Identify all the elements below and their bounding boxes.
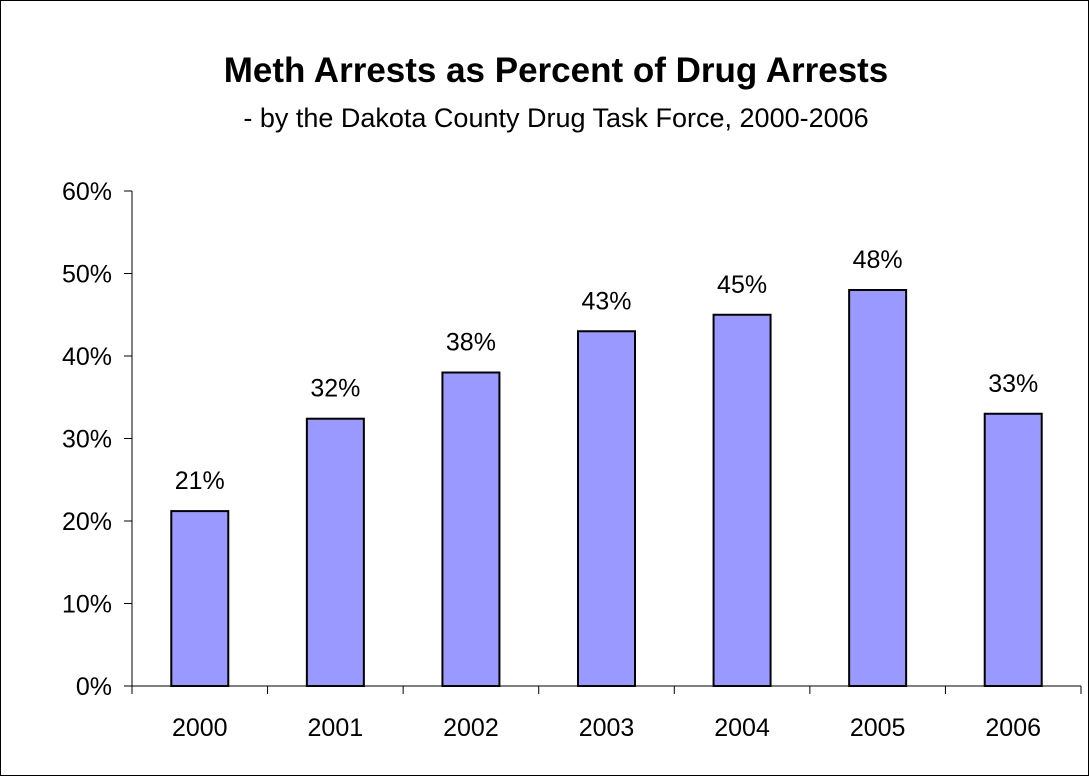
data-label-2005: 48% (853, 246, 903, 274)
y-tick-label: 40% (62, 343, 112, 371)
y-tick-label: 60% (62, 178, 112, 206)
chart-title: Meth Arrests as Percent of Drug Arrests (224, 51, 889, 90)
x-tick-label-2003: 2003 (579, 714, 635, 742)
data-label-2006: 33% (988, 370, 1038, 398)
y-tick-label: 10% (62, 591, 112, 619)
bar-2000 (170, 510, 230, 687)
x-tick-label-2004: 2004 (714, 714, 770, 742)
x-tick-label-2000: 2000 (172, 714, 228, 742)
x-tick-label-2002: 2002 (443, 714, 499, 742)
chart-subtitle: - by the Dakota County Drug Task Force, … (243, 103, 868, 133)
data-label-2003: 43% (581, 287, 631, 315)
bar-2005 (848, 289, 908, 687)
data-label-2000: 21% (175, 467, 225, 495)
plot-area: 0% 10% 20% 30% 40% 50% 60% 21% 2000 32% 2001 38% 200… (62, 178, 1082, 742)
data-label-2004: 45% (717, 271, 767, 299)
bar-2002 (441, 371, 501, 687)
y-tick-label: 50% (62, 261, 112, 289)
bar-2006 (983, 412, 1043, 687)
x-tick-label-2001: 2001 (308, 714, 364, 742)
x-tick-label-2005: 2005 (850, 714, 906, 742)
y-tick-label: 30% (62, 426, 112, 454)
y-tick-label: 0% (76, 673, 112, 701)
data-label-2001: 32% (310, 375, 360, 403)
data-label-2002: 38% (446, 329, 496, 357)
x-tick-label-2006: 2006 (985, 714, 1041, 742)
bar-2004 (712, 313, 772, 687)
y-tick-label: 20% (62, 508, 112, 536)
bar-2003 (577, 330, 636, 687)
bar-2001 (305, 417, 365, 687)
